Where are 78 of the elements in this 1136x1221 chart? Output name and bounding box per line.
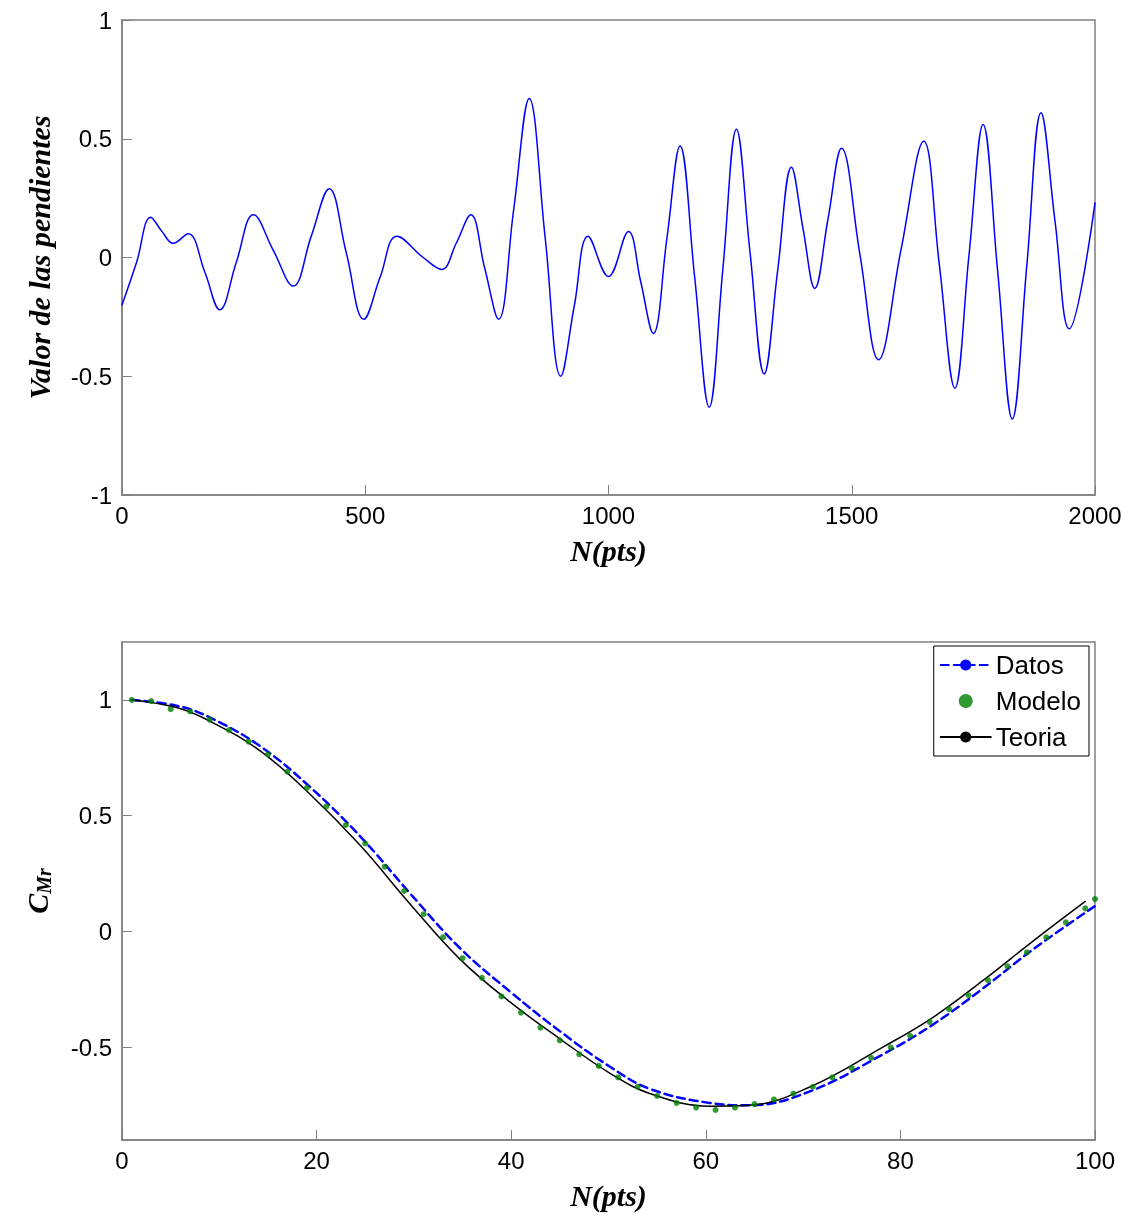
point xyxy=(654,1092,661,1099)
y-tick-label: 1 xyxy=(98,686,112,714)
x-tick-label: 2000 xyxy=(1068,501,1122,529)
x-tick-label: 1500 xyxy=(825,501,879,529)
x-tick-label: 500 xyxy=(345,501,386,529)
point xyxy=(595,1062,602,1069)
point xyxy=(1023,949,1030,956)
point xyxy=(128,696,135,703)
y-tick-label: 1 xyxy=(98,6,112,34)
y-axis-title: CMr xyxy=(20,868,55,914)
point xyxy=(1062,919,1069,926)
point xyxy=(732,1104,738,1111)
y-tick-label: 0 xyxy=(98,244,112,271)
point xyxy=(362,840,369,847)
y-tick-label: 0.5 xyxy=(78,802,112,830)
y-tick-label: -1 xyxy=(90,481,112,509)
point xyxy=(712,1106,719,1113)
x-tick-label: 80 xyxy=(887,1146,914,1174)
point xyxy=(459,955,466,962)
point xyxy=(479,974,486,981)
point xyxy=(1004,963,1011,970)
point xyxy=(556,1037,563,1044)
point xyxy=(148,698,155,705)
point xyxy=(809,1083,816,1090)
point xyxy=(887,1044,894,1051)
point xyxy=(303,784,310,791)
y-tick-label: -0.5 xyxy=(70,1033,112,1061)
point xyxy=(440,934,447,941)
x-tick-label: 0 xyxy=(115,1146,129,1174)
legend-label: Teoria xyxy=(995,722,1068,752)
point xyxy=(634,1083,641,1090)
point xyxy=(770,1096,777,1103)
x-tick-label: 60 xyxy=(692,1146,720,1174)
y-tick-label: 0.5 xyxy=(78,125,112,153)
point xyxy=(751,1101,758,1108)
y-tick-label: 0 xyxy=(98,918,112,946)
point xyxy=(420,911,427,918)
legend-label: Modelo xyxy=(995,686,1082,716)
point xyxy=(693,1104,700,1111)
point xyxy=(868,1054,875,1061)
point xyxy=(401,888,408,894)
point xyxy=(517,1009,524,1016)
point xyxy=(1082,905,1089,912)
x-axis-title: N(pts) xyxy=(569,1178,647,1213)
point xyxy=(576,1051,583,1058)
x-tick-label: 100 xyxy=(1074,1146,1116,1174)
point xyxy=(1043,934,1050,941)
x-tick-label: 20 xyxy=(303,1146,330,1174)
y-tick-label: -0.5 xyxy=(70,362,112,390)
point xyxy=(1092,896,1098,903)
line-series xyxy=(121,97,1096,420)
y-axis-title: Valor de las pendientes xyxy=(22,115,56,400)
x-axis-title: N(pts) xyxy=(569,533,647,568)
point xyxy=(498,993,505,1000)
point xyxy=(848,1065,855,1072)
point xyxy=(206,716,213,723)
point xyxy=(673,1099,680,1106)
point xyxy=(167,706,174,713)
point xyxy=(984,977,991,984)
point xyxy=(187,708,194,715)
x-tick-label: 0 xyxy=(115,501,129,529)
point xyxy=(907,1032,914,1039)
legend-label: Datos xyxy=(995,650,1064,680)
point xyxy=(537,1024,544,1031)
point xyxy=(926,1018,933,1025)
point xyxy=(284,768,291,775)
point xyxy=(264,751,271,758)
x-tick-label: 40 xyxy=(497,1146,525,1174)
point xyxy=(342,821,349,828)
point xyxy=(615,1074,622,1081)
x-tick-label: 1000 xyxy=(581,501,636,529)
point xyxy=(790,1090,797,1097)
point xyxy=(381,863,388,870)
point xyxy=(226,727,233,734)
point xyxy=(323,803,330,810)
point xyxy=(946,1006,953,1013)
point xyxy=(245,738,252,745)
point xyxy=(965,992,972,999)
